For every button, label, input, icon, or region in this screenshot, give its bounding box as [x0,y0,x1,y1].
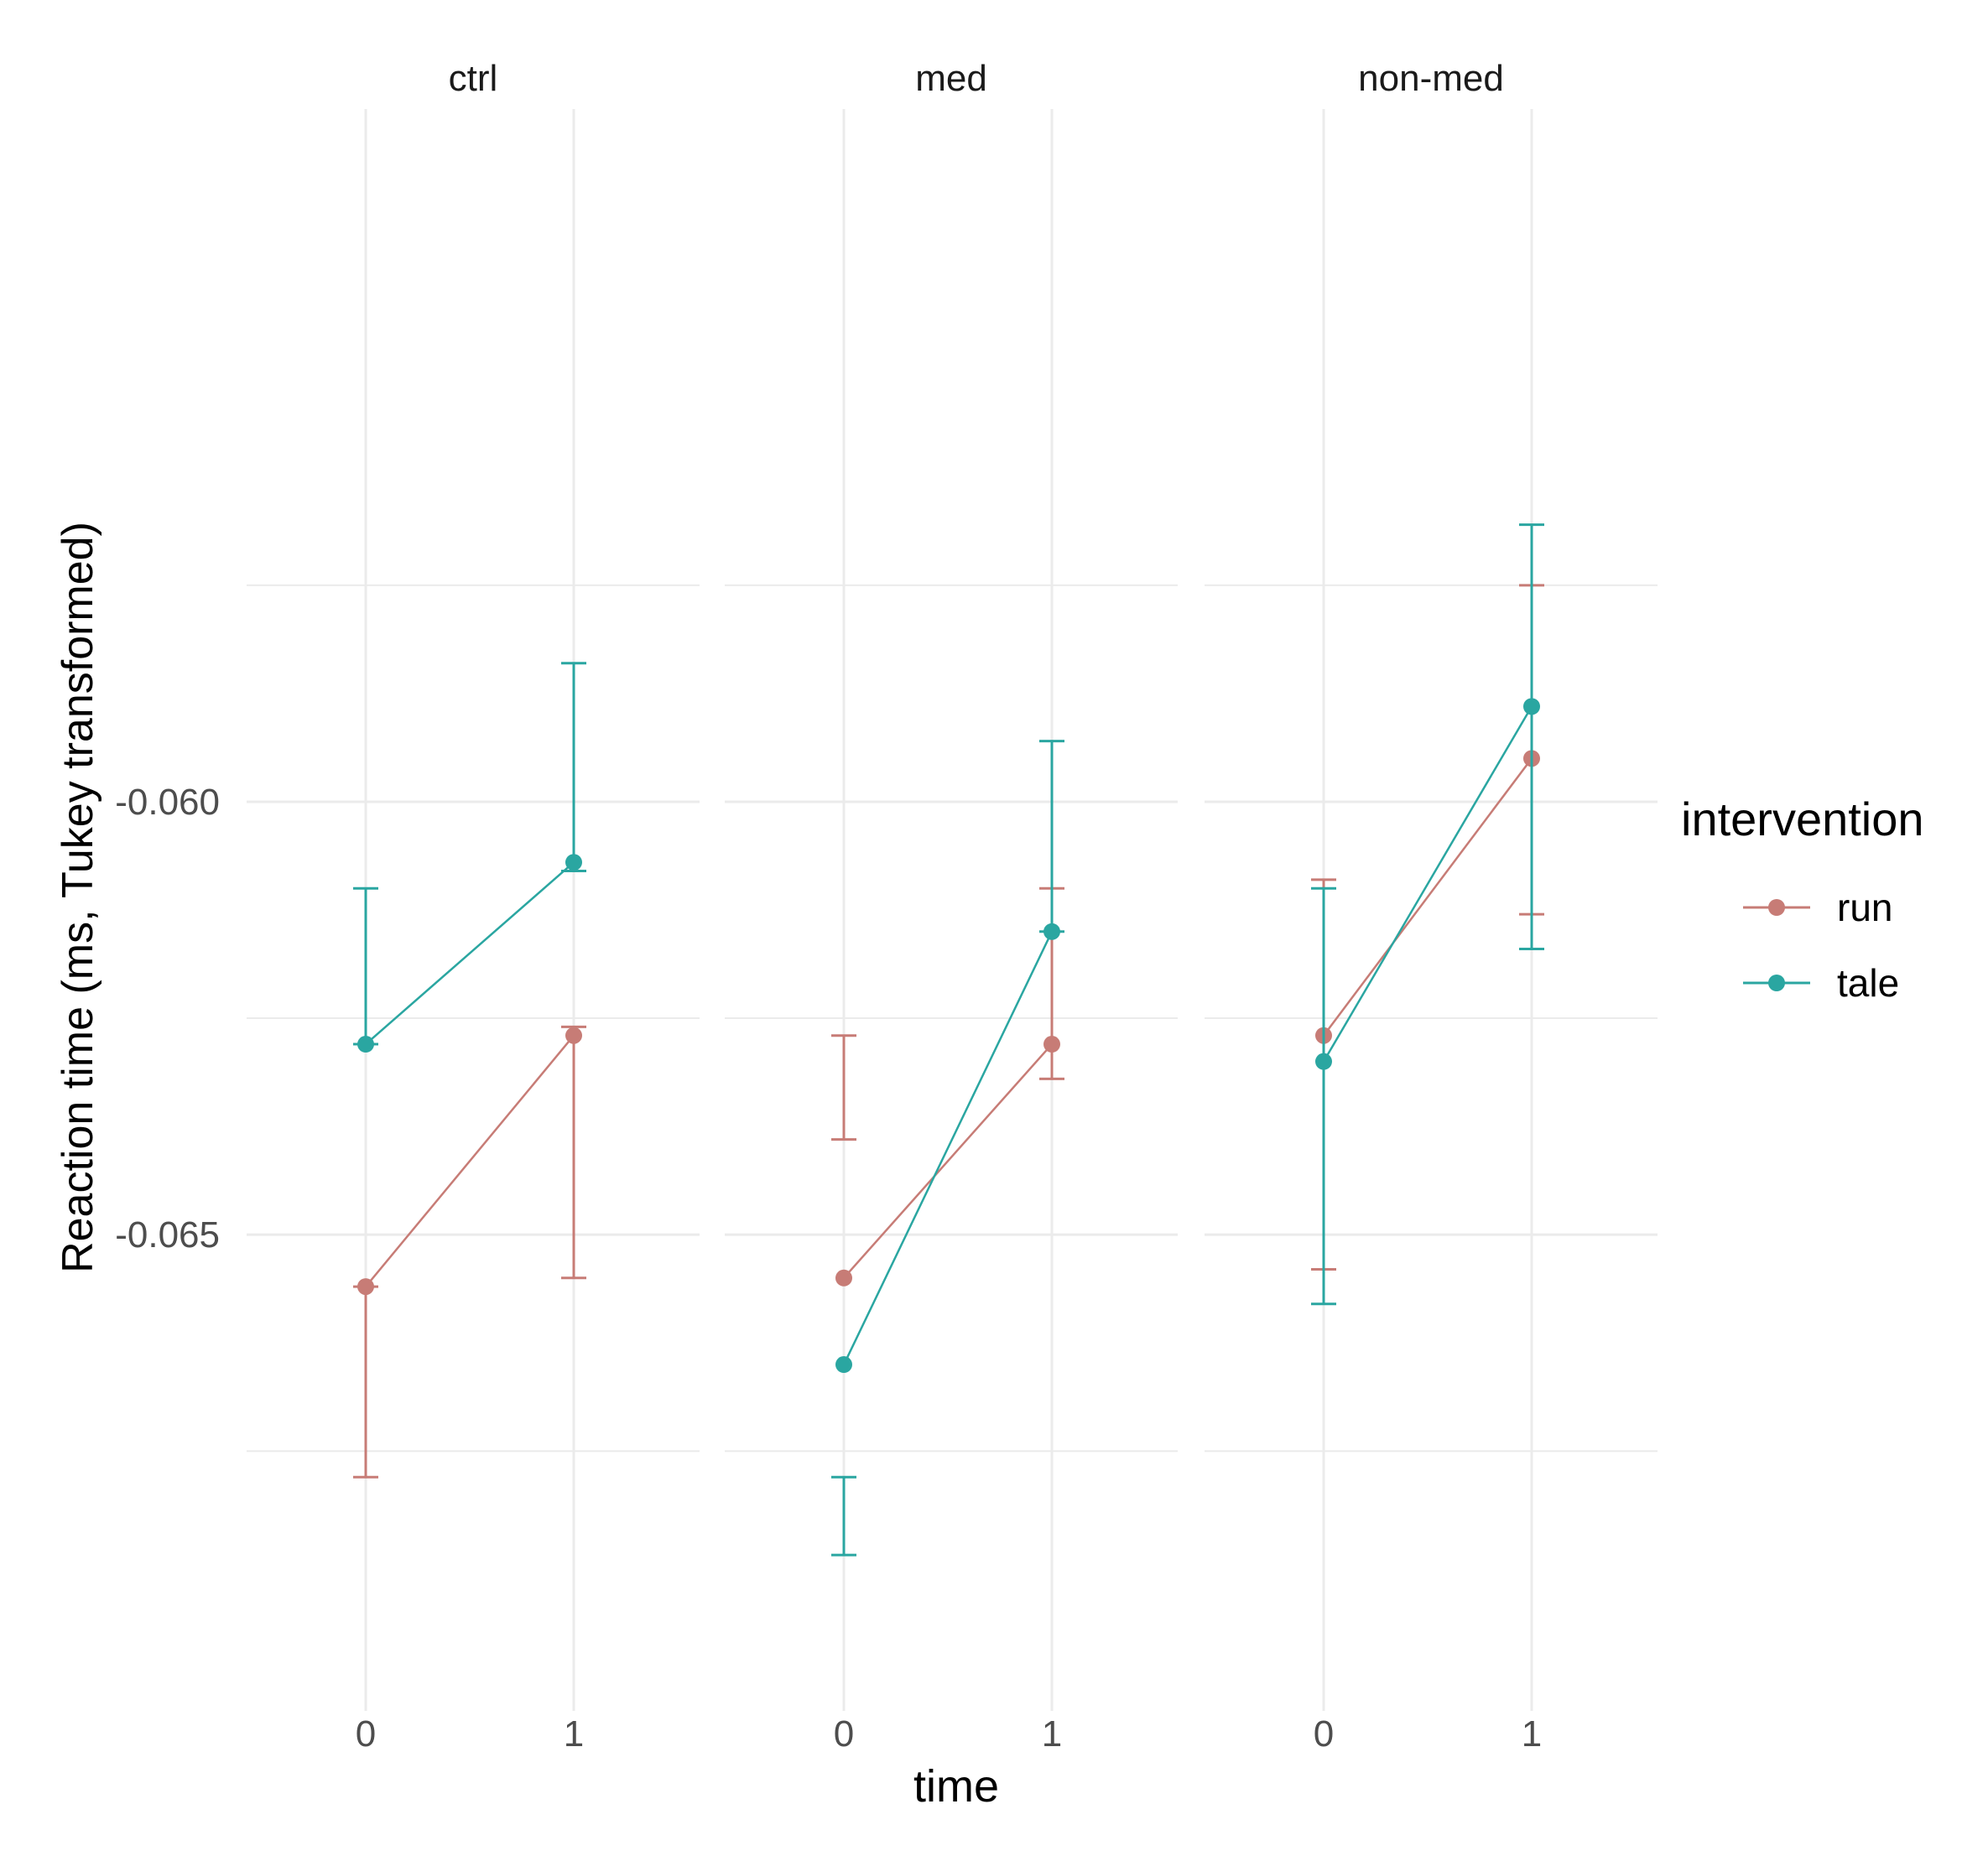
series-tale [353,662,586,1053]
series-line [843,1043,1053,1279]
series-line [1322,705,1533,1063]
legend-key-point [1768,975,1785,991]
series-tale [831,740,1064,1557]
facet-label: med [915,58,987,99]
x-tick-label: 1 [1042,1713,1062,1755]
series-run [353,1025,586,1479]
data-point [1523,698,1540,715]
x-tick-label: 0 [834,1713,854,1755]
data-point [835,1269,852,1287]
series-line [1323,757,1533,1037]
series-run [1311,584,1544,1271]
data-point [1043,1036,1060,1053]
facet-strip-labels: ctrl med non-med [449,58,1504,99]
legend-label: tale [1837,961,1899,1005]
legend-item-run: run [1743,886,1892,929]
x-tick-label: 1 [564,1713,584,1755]
facet-label: non-med [1358,58,1504,99]
legend-key-point [1768,899,1785,916]
facet-label: ctrl [449,58,498,99]
x-axis-title: time [913,1761,999,1812]
x-tick-label: 0 [356,1713,376,1755]
gridlines [247,109,1658,1711]
legend-label: run [1837,886,1892,929]
x-tick-label: 1 [1522,1713,1542,1755]
data-point [1043,923,1060,940]
series-line [365,861,575,1045]
x-axis: 0 1 0 1 0 1 [356,1713,1542,1755]
legend-title: intervention [1681,793,1924,845]
series-line [842,931,1054,1365]
y-axis-title: Reaction time (ms, Tukey transformed) [54,522,102,1273]
data-point [357,1036,374,1053]
y-axis: -0.060 -0.065 [115,782,220,1256]
data-point [565,854,582,871]
legend-item-tale: tale [1743,961,1899,1005]
data-point [357,1278,374,1296]
data-point [1315,1053,1332,1070]
data-point [835,1356,852,1374]
series-layer [353,523,1544,1557]
y-tick-label: -0.060 [115,782,220,823]
series-tale [1311,523,1544,1306]
legend: intervention run tale [1681,793,1924,1005]
x-tick-label: 0 [1314,1713,1334,1755]
series-line [365,1034,575,1287]
y-tick-label: -0.065 [115,1214,220,1256]
series-run [831,886,1064,1287]
data-point [565,1027,582,1044]
